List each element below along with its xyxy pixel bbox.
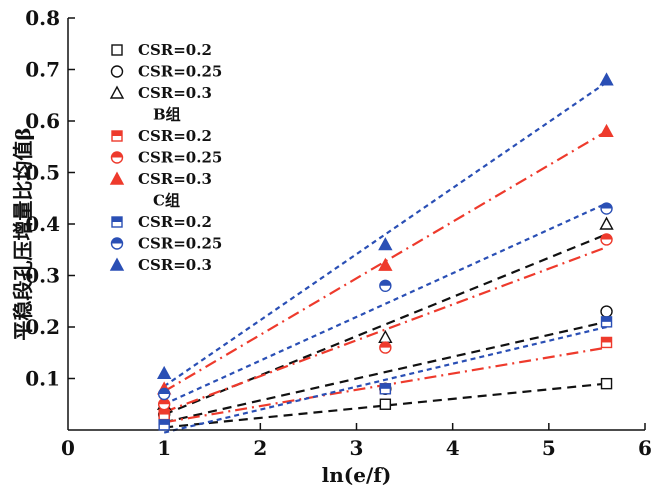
data-point [600, 305, 613, 318]
marker-outline [599, 216, 614, 230]
marker-outline [599, 72, 614, 86]
fit-line [163, 320, 607, 424]
data-point [600, 377, 613, 390]
data-point [378, 329, 393, 343]
marker-fill [601, 203, 613, 209]
data-point [158, 408, 170, 421]
legend-label: CSR=0.2 [138, 213, 212, 231]
data-point [600, 202, 613, 215]
marker-fill [112, 217, 122, 222]
marker-fill [112, 131, 122, 136]
marker-fill [159, 419, 170, 425]
data-point [600, 336, 613, 349]
x-tick-label: 2 [253, 436, 267, 460]
data-point [599, 72, 614, 86]
marker-outline [109, 171, 125, 185]
legend-label: CSR=0.3 [138, 256, 212, 274]
marker-outline [599, 123, 614, 138]
marker-fill [158, 398, 170, 405]
x-tick-label: 4 [446, 436, 460, 460]
y-tick-label: 0.4 [25, 212, 60, 236]
marker-outline [379, 398, 392, 410]
legend-marker [110, 151, 124, 164]
legend-label: CSR=0.3 [138, 84, 212, 102]
marker-fill [379, 342, 391, 348]
legend-marker [110, 65, 124, 78]
y-tick-label: 0.3 [25, 264, 60, 288]
legend-marker [109, 257, 125, 271]
axis-ticks: 0 1 2 3 4 5 6 0.1 0.2 0.3 0.4 0.5 0.6 0.7 0.8 [25, 6, 652, 460]
x-tick-label: 5 [542, 436, 556, 460]
fit-line [163, 202, 607, 406]
data-point [379, 383, 392, 395]
legend-group-title: C组 [153, 192, 180, 210]
legend-marker [110, 237, 124, 250]
data-point [599, 123, 614, 138]
marker-fill [111, 238, 123, 244]
marker-fill [601, 337, 612, 343]
legend-label: CSR=0.2 [138, 41, 212, 59]
marker-outline [111, 44, 123, 56]
x-tick-label: 3 [350, 436, 364, 460]
data-markers [156, 72, 614, 431]
y-tick-label: 0.6 [25, 109, 60, 133]
fit-line [163, 246, 607, 414]
data-point [379, 341, 392, 354]
y-tick-label: 0.1 [25, 367, 60, 391]
marker-fill [601, 233, 613, 240]
marker-fill [380, 383, 391, 389]
marker-fill [601, 316, 612, 322]
marker-fill [111, 152, 123, 158]
legend-marker [111, 44, 123, 56]
x-tick-label: 0 [61, 436, 75, 460]
legend-marker [109, 171, 125, 185]
data-point [378, 237, 393, 251]
data-point [379, 398, 392, 410]
marker-outline [156, 365, 172, 380]
data-point [156, 365, 172, 380]
legend-group-title: B组 [153, 106, 181, 124]
marker-outline [378, 237, 393, 251]
fit-lines [163, 81, 608, 434]
x-axis-title: ln(e/f) [322, 463, 392, 487]
y-tick-label: 0.5 [25, 161, 60, 185]
legend-marker [111, 216, 123, 228]
marker-outline [110, 65, 124, 78]
legend: CSR=0.2 CSR=0.25 CSR=0.3 B组 CSR=0.2 CSR=0.25 C… [109, 41, 222, 274]
marker-fill [159, 409, 170, 415]
data-point [600, 316, 613, 328]
data-point [600, 233, 613, 246]
x-tick-label: 1 [157, 436, 171, 460]
y-tick-label: 0.8 [25, 6, 60, 30]
marker-outline [378, 257, 393, 271]
marker-outline [600, 305, 613, 318]
data-point [599, 216, 614, 230]
data-point [157, 398, 171, 411]
y-tick-label: 0.7 [25, 58, 60, 82]
legend-label: CSR=0.25 [138, 235, 222, 253]
data-point [378, 257, 393, 271]
marker-outline [109, 257, 125, 271]
fit-line [163, 325, 607, 434]
marker-outline [109, 85, 125, 99]
legend-label: CSR=0.2 [138, 127, 212, 145]
marker-fill [379, 280, 391, 286]
data-point [158, 419, 170, 431]
marker-fill [158, 388, 170, 394]
x-tick-label: 6 [638, 436, 652, 460]
marker-outline [600, 377, 613, 390]
data-point [379, 279, 392, 292]
legend-label: CSR=0.25 [138, 149, 222, 167]
legend-label: CSR=0.25 [138, 63, 222, 81]
marker-outline [378, 329, 393, 343]
legend-marker [111, 130, 123, 142]
y-tick-label: 0.2 [25, 315, 60, 339]
data-point [157, 387, 171, 401]
y-axis-title: 平稳段孔压增量比均值β [11, 127, 35, 340]
legend-label: CSR=0.3 [138, 170, 212, 188]
legend-marker [109, 85, 125, 99]
